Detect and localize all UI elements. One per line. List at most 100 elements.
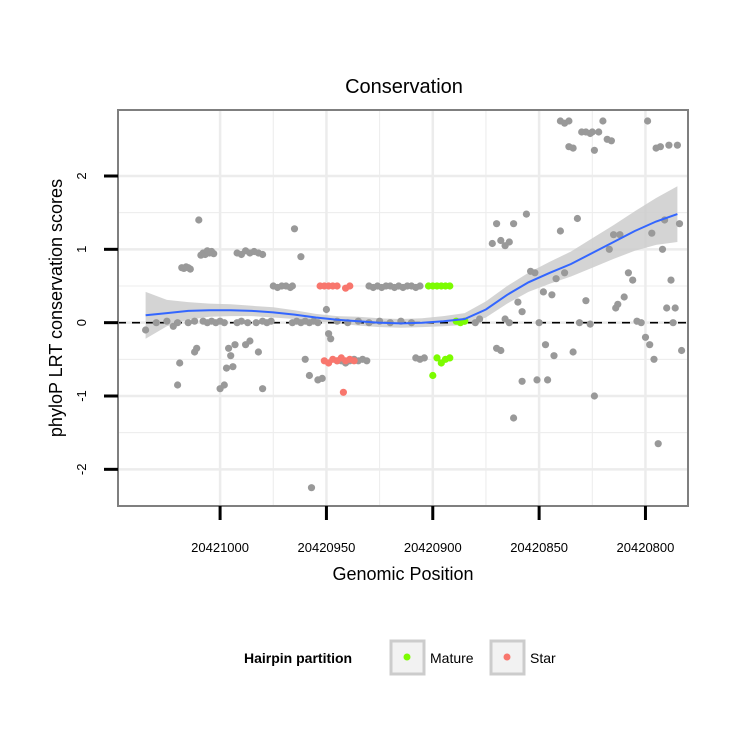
data-point-other (476, 315, 484, 323)
data-point-other (522, 210, 531, 218)
data-point-other (307, 484, 316, 492)
data-point-other (505, 238, 513, 246)
data-point-other (420, 354, 428, 362)
data-point-other (229, 363, 237, 371)
data-point-other (225, 344, 233, 352)
data-point-other (533, 376, 541, 384)
data-point-other (176, 359, 184, 367)
data-point-other (488, 239, 496, 248)
data-point-other (322, 305, 330, 314)
data-point-other (163, 317, 171, 325)
x-tick-label: 20420850 (510, 540, 568, 555)
data-point-other (620, 293, 628, 301)
data-point-other (174, 319, 182, 327)
data-point-other (505, 319, 513, 327)
data-point-other (624, 269, 633, 277)
data-point-other (184, 319, 192, 327)
x-axis: 20421000 20420950 20420900 20420850 20420800 (191, 506, 674, 555)
data-point-other (220, 319, 228, 327)
data-point-other (314, 319, 322, 327)
legend-dot-star (503, 653, 511, 661)
data-point-other (191, 317, 199, 325)
smooth-trend-line (145, 213, 678, 325)
data-point-other (288, 282, 296, 290)
x-axis-label: Genomic Position (332, 564, 473, 584)
data-point-other (552, 275, 560, 283)
data-point-other (673, 141, 682, 149)
data-point-other (220, 381, 228, 389)
data-point-star (333, 282, 341, 290)
data-point-other (327, 335, 335, 343)
y-tick-label: -1 (74, 390, 89, 402)
chart-title: Conservation (345, 76, 463, 98)
data-point-other (582, 297, 590, 305)
y-tick-label: 2 (74, 172, 89, 179)
data-point-other (254, 348, 262, 356)
data-point-other (556, 227, 565, 235)
data-point-other (586, 320, 594, 328)
data-point-other (509, 220, 518, 228)
plot-panel (117, 109, 689, 507)
data-point-other (678, 346, 686, 355)
data-point-other (210, 250, 218, 258)
data-point-other (497, 236, 505, 245)
y-axis: -2 -1 0 1 2 (74, 172, 118, 475)
data-point-other (595, 128, 603, 136)
confidence-ribbon-layer (145, 186, 678, 339)
data-point-other (193, 344, 201, 352)
data-point-other (588, 128, 596, 136)
data-point-other (297, 253, 305, 261)
data-point-mature (429, 371, 437, 380)
data-point-other (531, 269, 539, 277)
legend-key-star (489, 639, 526, 676)
data-point-other (518, 308, 526, 316)
smooth-line-layer (145, 213, 678, 325)
data-point-other (301, 355, 309, 363)
x-tick-label: 20420900 (404, 540, 462, 555)
data-point-other (152, 319, 160, 327)
y-tick-label: 1 (74, 246, 89, 253)
data-point-other (541, 341, 550, 349)
data-point-other (535, 319, 543, 327)
data-point-other (246, 337, 254, 345)
data-point-other (669, 319, 677, 327)
data-point-other (605, 245, 613, 253)
data-point-other (548, 291, 556, 299)
data-point-other (590, 146, 599, 154)
data-point-other (252, 319, 260, 327)
legend-label-star: Star (530, 650, 556, 666)
data-point-other (244, 319, 252, 327)
data-point-other (195, 216, 203, 224)
legend-title: Hairpin partition (244, 650, 352, 666)
y-tick-label: 0 (74, 319, 89, 326)
data-point-other (561, 269, 569, 277)
data-point-other (629, 276, 637, 284)
data-point-other (259, 250, 267, 259)
data-point-other (569, 144, 577, 152)
data-point-other (222, 364, 231, 372)
data-point-other (231, 341, 239, 349)
data-point-mature (433, 354, 441, 362)
data-point-other (493, 220, 501, 228)
data-point-other (616, 231, 624, 239)
data-point-other (186, 265, 194, 273)
data-point-star (339, 388, 347, 396)
data-point-other (305, 371, 313, 380)
data-point-other (599, 117, 607, 125)
legend-label-mature: Mature (430, 650, 474, 666)
data-point-star (350, 357, 358, 365)
data-point-other (575, 319, 584, 327)
data-point-other (318, 374, 326, 382)
data-point-other (416, 282, 424, 290)
data-point-mature (446, 282, 454, 290)
data-point-other (497, 346, 505, 355)
legend: Hairpin partition Mature Star (244, 639, 556, 676)
data-point-other (267, 317, 275, 325)
legend-dot-mature (403, 653, 411, 661)
data-point-other (650, 355, 658, 363)
data-point-other (550, 352, 558, 360)
data-point-other (654, 440, 662, 448)
data-point-other (648, 229, 656, 237)
data-point-other (544, 376, 552, 384)
